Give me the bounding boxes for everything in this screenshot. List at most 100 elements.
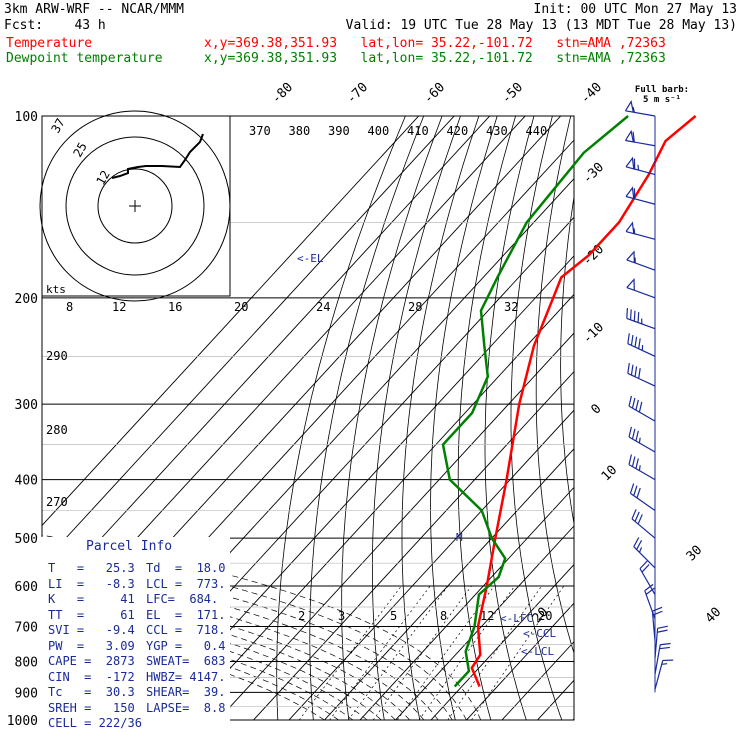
hodograph-trace <box>111 133 204 179</box>
parcel-info-left-value: CELL = 222/36 <box>48 716 142 730</box>
wind-barb <box>628 426 656 453</box>
isotherm-line <box>359 486 574 720</box>
hodograph-ring-label: 12 <box>93 168 112 188</box>
dry-adiabat-line <box>715 88 740 732</box>
dry-adiabat-line <box>734 88 740 732</box>
pressure-tick-label: 1000 <box>7 714 38 729</box>
isotherm-label: 30 <box>684 543 706 565</box>
dry-adiabat-line <box>457 116 517 720</box>
wind-barb <box>654 659 674 690</box>
hodograph-axis-label: 8 <box>66 300 73 314</box>
dry-adiabat-line <box>309 116 425 720</box>
pressure-tick-label: 900 <box>15 686 38 701</box>
wind-barb <box>644 583 656 620</box>
valid-time: Valid: 19 UTC Tue 28 May 13 (13 MDT Tue … <box>345 18 737 33</box>
wind-barb <box>624 100 656 117</box>
wind-barb <box>626 250 656 271</box>
mixing-ratio-line <box>372 585 472 720</box>
hodograph-center-marker <box>129 200 141 212</box>
wind-barb <box>633 537 656 569</box>
isotherm-line <box>217 332 574 720</box>
parcel-info-right-value: LCL = 773. <box>146 576 226 591</box>
level-marker-label: <-LCL <box>521 645 554 658</box>
wind-barb <box>654 642 671 675</box>
pressure-tick-label: 400 <box>15 474 38 489</box>
theta-label: 290 <box>46 349 68 363</box>
wind-barb <box>625 156 656 176</box>
theta-label: 370 <box>249 124 271 138</box>
hodograph-axis-label: 24 <box>316 300 330 314</box>
wind-barb <box>639 560 656 595</box>
isotherm-line <box>42 116 420 527</box>
dry-adiabat-line <box>694 88 740 732</box>
parcel-info-left-value: K = 41 <box>48 592 135 606</box>
wind-barb <box>627 362 656 387</box>
dry-adiabat-line <box>673 88 740 732</box>
dewpoint-trace <box>441 115 629 688</box>
parcel-info-right-value: HWBZ= 4147. <box>146 669 226 684</box>
wind-barb <box>625 186 656 205</box>
parcel-info-left-value: SVI = -9.4 <box>48 623 135 637</box>
theta-label: 420 <box>447 124 469 138</box>
isotherm-line <box>42 116 491 604</box>
parcel-info-left-value: CAPE = 2873 <box>48 654 135 668</box>
parcel-info-left-value: Tc = 30.3 <box>48 685 135 699</box>
dry-adiabat-line <box>401 116 480 720</box>
mixing-ratio-label: 3 <box>338 609 345 623</box>
mixing-ratio-label: 8 <box>440 609 447 623</box>
parcel-info-right-value: CCL = 718. <box>146 623 226 637</box>
parcel-info-left-value: TT = 61 <box>48 607 135 622</box>
theta-label: 410 <box>407 124 429 138</box>
isotherm-label: 0 <box>588 401 604 417</box>
wind-barb <box>628 454 656 481</box>
isotherm-label: -60 <box>421 80 448 107</box>
moist-adiabat-line <box>42 609 354 720</box>
level-marker-label: <-CCL <box>523 627 556 640</box>
pressure-tick-label: 300 <box>15 398 38 413</box>
isotherm-line <box>181 293 574 720</box>
hodograph-axis-label: 28 <box>408 300 422 314</box>
wind-barb <box>626 278 656 299</box>
parcel-info-right-value: YGP = 0.4 <box>146 638 226 653</box>
temperature-legend-location: x,y=369.38,351.93 lat,lon= 35.22,-101.72… <box>204 36 666 51</box>
theta-label: 400 <box>368 124 390 138</box>
wind-barb <box>631 509 656 539</box>
isotherm-label: -40 <box>578 80 605 107</box>
mixing-ratio-label: 2 <box>298 609 305 623</box>
dry-adiabat-line <box>652 88 740 732</box>
wind-barb <box>628 395 656 422</box>
theta-label: 440 <box>526 124 548 138</box>
isotherm-label: -70 <box>344 80 371 107</box>
plot-frame <box>41 115 575 721</box>
moist-adiabat-line <box>42 602 368 720</box>
isotherm-line <box>252 370 574 720</box>
pressure-tick-label: 200 <box>15 292 38 307</box>
hodograph-axis-label: kts <box>46 283 66 296</box>
level-marker-label: <-EL <box>297 252 324 265</box>
pressure-tick-label: 700 <box>15 620 38 635</box>
model-name: 3km ARW-WRF -- NCAR/MMM <box>4 2 185 17</box>
dewpoint-legend-location: x,y=369.38,351.93 lat,lon= 35.22,-101.72… <box>204 51 666 66</box>
isotherm-line <box>430 563 574 720</box>
hodograph-ring <box>65 136 205 276</box>
isotherm-label: 40 <box>703 605 725 627</box>
hodograph-ring <box>97 168 173 244</box>
wind-barb <box>627 333 656 357</box>
pressure-tick-label: 500 <box>15 532 38 547</box>
mixing-ratio-label: 5 <box>390 609 397 623</box>
temperature-legend-name: Temperature <box>6 36 93 51</box>
pressure-tick-label: 100 <box>15 110 38 125</box>
forecast-hour: Fcst: 43 h <box>4 18 106 33</box>
full-barb-title: Full barb: <box>634 85 690 95</box>
isotherm-label: -20 <box>580 242 607 269</box>
pressure-tick-label: 600 <box>15 580 38 595</box>
wind-barb <box>624 129 656 147</box>
isotherm-label: -50 <box>499 80 526 107</box>
parcel-info-left-value: CIN = -172 <box>48 669 135 684</box>
isotherm-label: -10 <box>580 320 607 347</box>
hodograph-axis-label: 16 <box>168 300 182 314</box>
hodograph-ring <box>39 110 231 302</box>
dry-adiabat-line <box>608 88 711 732</box>
mixing-ratio-label: 12 <box>480 609 494 623</box>
